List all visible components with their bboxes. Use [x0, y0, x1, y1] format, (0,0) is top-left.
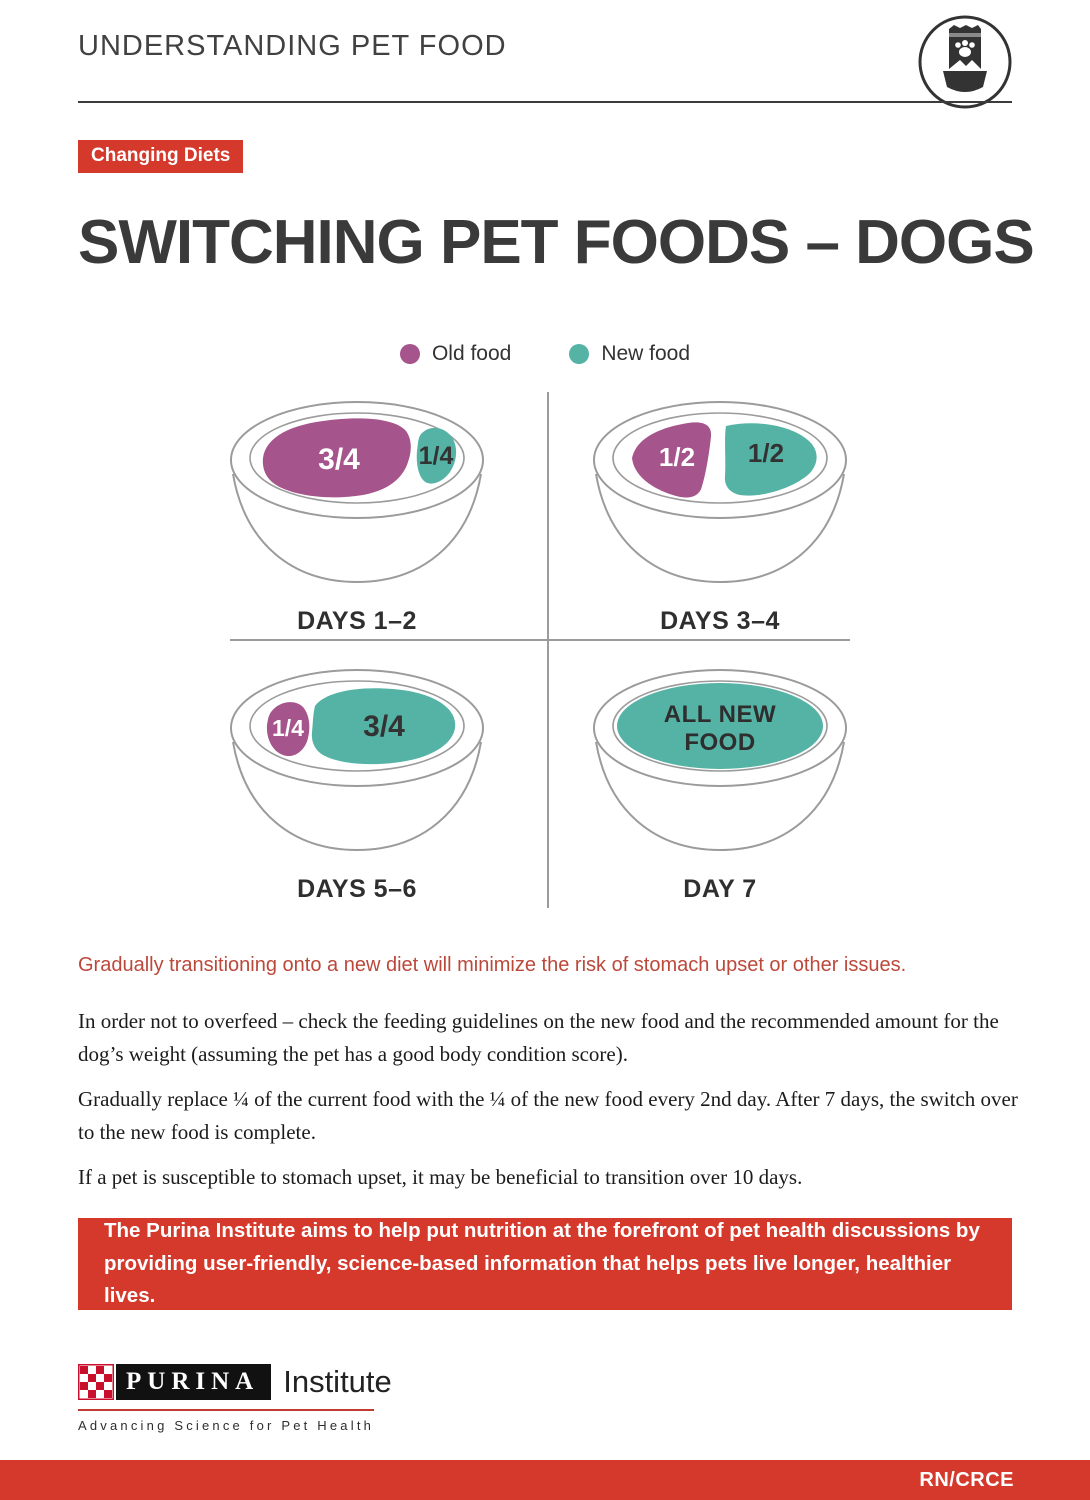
new-food-dot-icon	[569, 344, 590, 364]
bowl-days-1-2-graphic: 3/4 1/4	[230, 401, 484, 584]
all-new-food-label-line2: FOOD	[684, 729, 755, 756]
lead-sentence: Gradually transitioning onto a new diet …	[78, 954, 907, 976]
purina-wordmark: PURINA	[126, 1368, 260, 1395]
header-divider	[78, 101, 1012, 103]
bowl-days-1-2: 3/4 1/4 DAYS 1–2	[227, 396, 487, 636]
purina-wordmark-box: PURINA	[116, 1364, 272, 1400]
old-food-dot-icon	[399, 344, 420, 364]
bowl-days-1-2-label: DAYS 1–2	[297, 607, 417, 635]
bowl-day-7-label: DAY 7	[683, 875, 757, 903]
all-new-food-label-line1: ALL NEW	[664, 701, 776, 728]
purina-institute-banner: The Purina Institute aims to help put nu…	[78, 1218, 1012, 1310]
transition-diagram: 3/4 1/4 DAYS 1–2 1/2 1/2 DAYS 3–4	[0, 390, 1090, 910]
purina-institute-logo: PURINA Institute Advancing Science for P…	[78, 1364, 392, 1433]
purina-checkerboard-icon	[78, 1364, 114, 1400]
paragraph-stomach-upset: If a pet is susceptible to stomach upset…	[78, 1165, 803, 1190]
category-badge: Changing Diets	[78, 140, 244, 173]
legend-old-food: Old food	[399, 342, 512, 366]
bowl-days-5-6-label: DAYS 5–6	[297, 875, 417, 903]
bowl-days-3-4-graphic: 1/2 1/2	[593, 401, 847, 584]
new-fraction-label: 1/2	[748, 438, 784, 468]
paragraph-overfeed: In order not to overfeed – check the fee…	[78, 1009, 999, 1066]
page-header-title: UNDERSTANDING PET FOOD	[78, 30, 507, 62]
pet-food-bag-and-bowl-icon	[915, 12, 1015, 117]
institute-wordmark: Institute	[283, 1364, 392, 1399]
legend-new-food-label: New food	[601, 342, 691, 365]
bowl-day-7: ALL NEW FOOD DAY 7	[590, 664, 850, 904]
old-fraction-label: 3/4	[318, 443, 360, 476]
horizontal-divider	[230, 639, 850, 641]
bowl-days-3-4-label: DAYS 3–4	[660, 607, 780, 635]
paragraph-replace-quarter: Gradually replace ¼ of the current food …	[78, 1087, 1018, 1144]
banner-text: The Purina Institute aims to help put nu…	[104, 1218, 980, 1308]
new-fraction-label: 3/4	[363, 710, 405, 743]
body-copy: In order not to overfeed – check the fee…	[78, 1005, 1018, 1207]
vertical-divider	[547, 392, 549, 908]
bowl-days-5-6-graphic: 1/4 3/4	[230, 669, 484, 852]
logo-divider	[78, 1409, 374, 1411]
legend-new-food: New food	[569, 342, 690, 366]
old-fraction-label: 1/4	[272, 715, 304, 741]
food-legend: Old food New food	[0, 342, 1090, 366]
page-title: SWITCHING PET FOODS – DOGS	[78, 208, 1035, 277]
new-fraction-label: 1/4	[419, 442, 454, 470]
bowl-days-3-4: 1/2 1/2 DAYS 3–4	[590, 396, 850, 636]
bowl-day-7-graphic: ALL NEW FOOD	[593, 669, 847, 852]
footer-bar: RN/CRCE	[0, 1460, 1090, 1500]
footer-code: RN/CRCE	[919, 1469, 1014, 1491]
legend-old-food-label: Old food	[431, 342, 512, 365]
old-fraction-label: 1/2	[659, 442, 695, 472]
logo-tagline: Advancing Science for Pet Health	[78, 1418, 375, 1433]
bowl-days-5-6: 1/4 3/4 DAYS 5–6	[227, 664, 487, 904]
